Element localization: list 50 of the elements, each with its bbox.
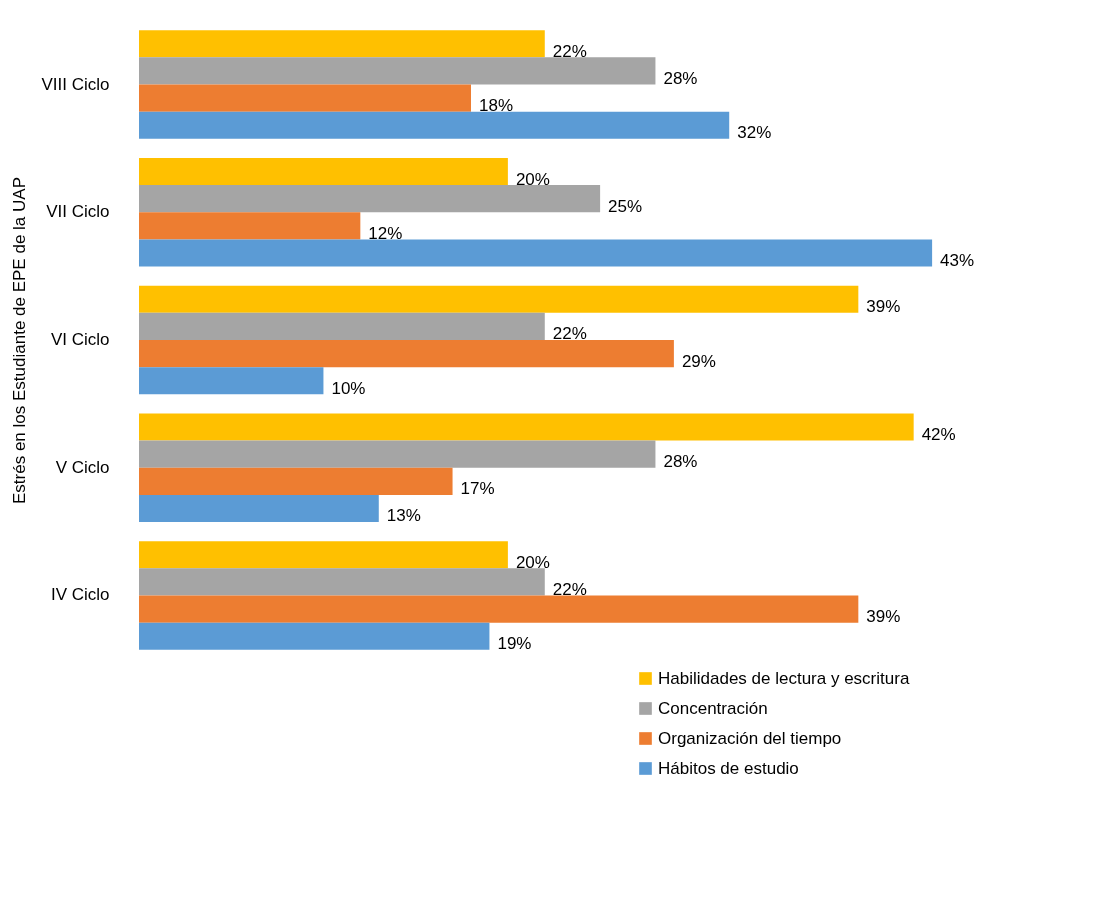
y-tick-label: V Ciclo (55, 457, 110, 477)
data-label: 12% (368, 223, 403, 243)
data-label: 32% (737, 123, 772, 143)
data-label: 22% (552, 324, 587, 344)
bar (139, 367, 324, 395)
bar (139, 285, 859, 313)
data-label: 29% (681, 351, 716, 371)
y-tick-label: VI Ciclo (50, 330, 110, 349)
bar (139, 212, 361, 240)
data-label: 25% (608, 196, 643, 216)
bar (139, 340, 674, 368)
bar (139, 467, 453, 495)
data-label: 28% (663, 68, 698, 88)
data-label: 22% (552, 41, 587, 61)
y-axis-title: Estrés en los Estudiante de EPE de la UAP (10, 177, 30, 504)
data-label: 22% (552, 579, 587, 599)
data-label: 39% (866, 297, 901, 317)
bar (139, 239, 933, 267)
data-label: 19% (497, 634, 532, 654)
legend-label: Hábitos de estudio (658, 758, 799, 778)
data-label: 10% (331, 378, 366, 398)
data-label: 39% (866, 607, 901, 627)
data-label: 13% (386, 506, 421, 526)
bar (139, 413, 914, 441)
bar (139, 312, 545, 340)
bar (139, 185, 601, 213)
data-label: 17% (460, 479, 495, 499)
legend-label: Concentración (658, 698, 768, 718)
data-label: 42% (921, 425, 956, 445)
bar (139, 568, 545, 596)
bar (139, 541, 508, 569)
bar (139, 494, 379, 523)
bar (139, 440, 656, 468)
y-tick-label: IV Ciclo (50, 585, 110, 605)
data-label: 20% (515, 552, 550, 572)
bar (139, 84, 471, 112)
bar (139, 57, 656, 85)
data-label: 18% (479, 96, 514, 116)
bar (139, 111, 730, 139)
y-tick-label: VII Ciclo (46, 202, 110, 222)
data-label: 20% (515, 169, 550, 189)
y-tick-label: VIII Ciclo (41, 74, 110, 94)
bar (139, 30, 545, 58)
legend-label: Habilidades de lectura y escritura (658, 668, 910, 688)
legend-label: Organización del tiempo (658, 728, 842, 748)
bar (139, 157, 508, 186)
bar (139, 622, 490, 650)
data-label: 28% (663, 452, 698, 472)
bar (139, 595, 859, 623)
data-label: 43% (940, 250, 975, 270)
